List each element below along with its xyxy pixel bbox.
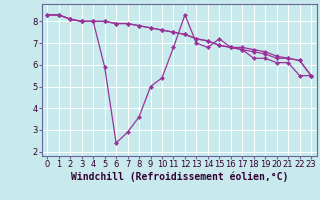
X-axis label: Windchill (Refroidissement éolien,°C): Windchill (Refroidissement éolien,°C) bbox=[70, 172, 288, 182]
